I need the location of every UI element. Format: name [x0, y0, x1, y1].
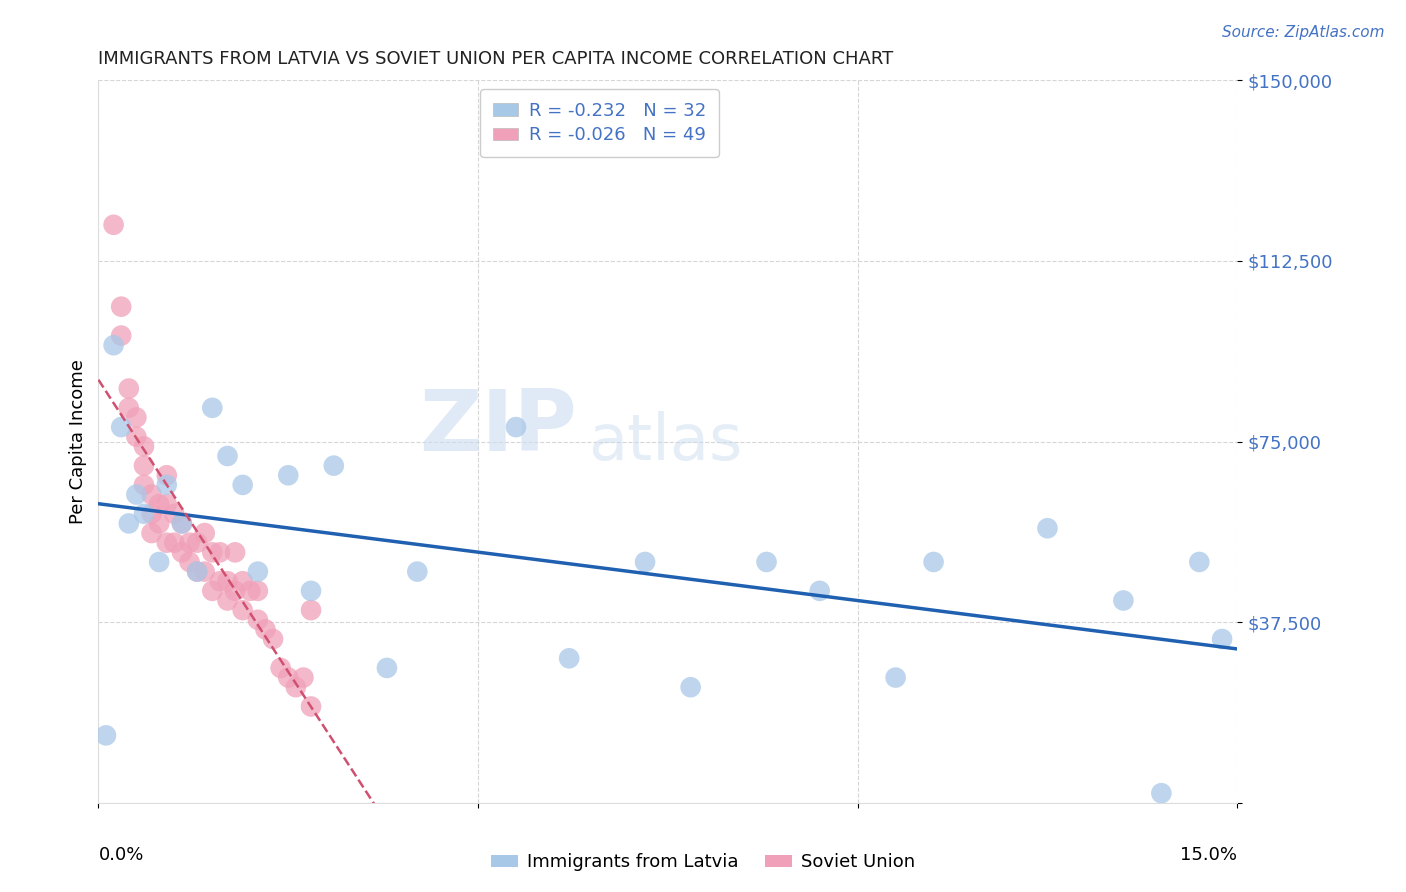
Point — [1188, 555, 1211, 569]
Point — [679, 680, 702, 694]
Point — [262, 632, 284, 646]
Point — [125, 410, 148, 425]
Point — [505, 420, 527, 434]
Point — [217, 593, 239, 607]
Point — [132, 478, 155, 492]
Point — [132, 439, 155, 453]
Point — [1112, 593, 1135, 607]
Point — [170, 545, 193, 559]
Point — [148, 555, 170, 569]
Point — [284, 680, 307, 694]
Point — [232, 574, 254, 589]
Point — [922, 555, 945, 569]
Point — [808, 583, 831, 598]
Point — [208, 545, 231, 559]
Point — [118, 401, 141, 415]
Point — [132, 507, 155, 521]
Point — [217, 449, 239, 463]
Point — [118, 516, 141, 531]
Point — [156, 535, 179, 549]
Point — [239, 583, 262, 598]
Point — [201, 545, 224, 559]
Point — [201, 583, 224, 598]
Point — [148, 497, 170, 511]
Legend: R = -0.232   N = 32, R = -0.026   N = 49: R = -0.232 N = 32, R = -0.026 N = 49 — [481, 89, 718, 157]
Point — [246, 583, 269, 598]
Point — [277, 671, 299, 685]
Point — [125, 430, 148, 444]
Point — [163, 507, 186, 521]
Point — [208, 574, 231, 589]
Point — [1211, 632, 1233, 646]
Text: 15.0%: 15.0% — [1180, 847, 1237, 864]
Point — [194, 565, 217, 579]
Point — [558, 651, 581, 665]
Point — [254, 623, 277, 637]
Point — [186, 535, 208, 549]
Point — [94, 728, 117, 742]
Point — [163, 535, 186, 549]
Point — [179, 555, 201, 569]
Point — [186, 565, 208, 579]
Point — [110, 328, 132, 343]
Point — [322, 458, 344, 473]
Point — [1150, 786, 1173, 800]
Point — [299, 699, 322, 714]
Point — [232, 603, 254, 617]
Text: 0.0%: 0.0% — [98, 847, 143, 864]
Text: Source: ZipAtlas.com: Source: ZipAtlas.com — [1222, 25, 1385, 40]
Text: atlas: atlas — [588, 410, 742, 473]
Point — [110, 420, 132, 434]
Point — [292, 671, 315, 685]
Point — [246, 565, 269, 579]
Y-axis label: Per Capita Income: Per Capita Income — [69, 359, 87, 524]
Point — [634, 555, 657, 569]
Point — [141, 507, 163, 521]
Point — [103, 218, 125, 232]
Point — [194, 526, 217, 541]
Point — [277, 468, 299, 483]
Point — [246, 613, 269, 627]
Point — [1036, 521, 1059, 535]
Point — [170, 516, 193, 531]
Point — [270, 661, 292, 675]
Point — [375, 661, 398, 675]
Point — [406, 565, 429, 579]
Point — [110, 300, 132, 314]
Point — [156, 468, 179, 483]
Point — [156, 497, 179, 511]
Point — [118, 382, 141, 396]
Point — [170, 516, 193, 531]
Point — [201, 401, 224, 415]
Legend: Immigrants from Latvia, Soviet Union: Immigrants from Latvia, Soviet Union — [484, 847, 922, 879]
Point — [141, 526, 163, 541]
Text: ZIP: ZIP — [419, 385, 576, 468]
Point — [299, 583, 322, 598]
Point — [884, 671, 907, 685]
Point — [224, 545, 246, 559]
Point — [156, 478, 179, 492]
Point — [217, 574, 239, 589]
Point — [755, 555, 778, 569]
Point — [299, 603, 322, 617]
Point — [103, 338, 125, 352]
Point — [132, 458, 155, 473]
Point — [232, 478, 254, 492]
Point — [224, 583, 246, 598]
Point — [141, 487, 163, 501]
Point — [186, 565, 208, 579]
Point — [179, 535, 201, 549]
Text: IMMIGRANTS FROM LATVIA VS SOVIET UNION PER CAPITA INCOME CORRELATION CHART: IMMIGRANTS FROM LATVIA VS SOVIET UNION P… — [98, 50, 894, 68]
Point — [148, 516, 170, 531]
Point — [125, 487, 148, 501]
